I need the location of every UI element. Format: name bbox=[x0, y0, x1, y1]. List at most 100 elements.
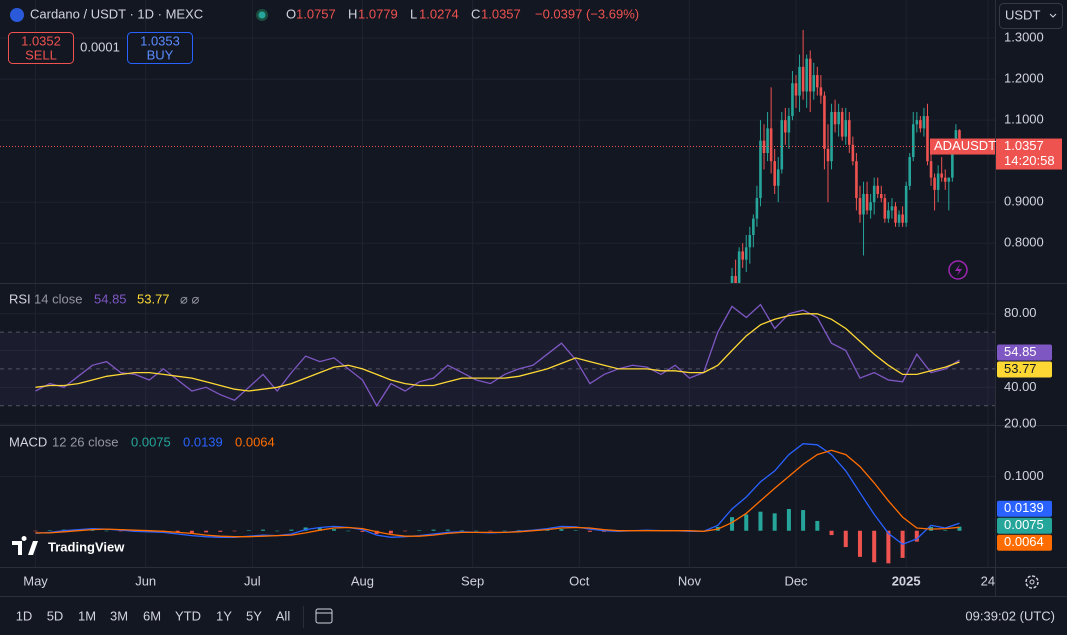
x-tick-label: Jun bbox=[135, 573, 156, 588]
rsi-title: RSI bbox=[9, 291, 31, 306]
histogram-bar bbox=[758, 511, 763, 531]
dropdown-caret bbox=[1049, 13, 1057, 18]
candle-body bbox=[872, 185, 876, 203]
histogram-bar bbox=[857, 530, 862, 557]
buy-button[interactable] bbox=[127, 32, 193, 64]
y-tick-label: 40.00 bbox=[1004, 379, 1037, 394]
candle-body bbox=[769, 128, 773, 162]
value-tag bbox=[997, 361, 1052, 378]
value-tag bbox=[997, 344, 1052, 361]
candle-body bbox=[759, 140, 762, 199]
candle-body bbox=[784, 120, 787, 133]
candle-body bbox=[848, 120, 851, 145]
logo-text: TradingView bbox=[48, 539, 125, 554]
candle-body bbox=[794, 83, 798, 96]
histogram-bar bbox=[232, 530, 237, 532]
y-tick-label: 1.1000 bbox=[1004, 112, 1044, 127]
x-tick-label: May bbox=[23, 573, 48, 588]
candle-body bbox=[730, 276, 734, 283]
range-button[interactable]: 3M bbox=[110, 608, 128, 623]
histogram-bar bbox=[317, 528, 322, 531]
histogram-bar bbox=[488, 530, 493, 532]
value-tag-label: 0.0139 bbox=[1004, 500, 1044, 515]
hide-toggle[interactable]: ⌀ ⌀ bbox=[180, 291, 199, 306]
histogram-bar bbox=[246, 530, 251, 531]
macd-histogram bbox=[33, 508, 962, 564]
candle-body bbox=[915, 120, 919, 125]
signal-value: 0.0064 bbox=[235, 434, 275, 449]
value-tag-label: 0.0064 bbox=[1004, 534, 1044, 549]
range-button[interactable]: 1D bbox=[16, 608, 33, 623]
range-button[interactable]: YTD bbox=[175, 608, 201, 623]
candle-body bbox=[734, 276, 737, 283]
candle-body bbox=[883, 198, 887, 219]
histogram-bar bbox=[431, 529, 436, 531]
open-value: 1.0757 bbox=[296, 6, 336, 21]
y-tick-label: 0.1000 bbox=[1004, 468, 1044, 483]
range-button[interactable]: 1M bbox=[78, 608, 96, 623]
candle-body bbox=[744, 247, 748, 260]
low-label: L bbox=[410, 6, 417, 21]
histogram-bar bbox=[730, 517, 735, 531]
candle-body bbox=[887, 210, 890, 219]
event-icon[interactable] bbox=[948, 260, 968, 280]
candle-body bbox=[951, 148, 954, 178]
candle-body bbox=[844, 120, 848, 137]
candle-body bbox=[776, 169, 780, 186]
candle-body bbox=[766, 128, 769, 153]
range-button[interactable]: 6M bbox=[143, 608, 161, 623]
logo-mark bbox=[12, 536, 38, 555]
candle-body bbox=[791, 83, 794, 117]
histogram-bar bbox=[175, 530, 180, 533]
histogram-bar bbox=[559, 529, 564, 531]
value-tag bbox=[997, 517, 1052, 534]
status-dot bbox=[258, 11, 266, 19]
range-button[interactable]: 5Y bbox=[246, 608, 262, 623]
sell-price: 1.0352 bbox=[21, 33, 61, 48]
candle-body bbox=[830, 111, 833, 162]
histogram-bar bbox=[289, 529, 294, 531]
candles bbox=[730, 29, 961, 283]
candle-body bbox=[904, 185, 908, 223]
range-button[interactable]: All bbox=[276, 608, 291, 623]
macd-value: 0.0139 bbox=[183, 434, 223, 449]
candle-body bbox=[943, 177, 947, 182]
currency-select[interactable] bbox=[999, 3, 1063, 29]
histogram-bar bbox=[104, 530, 109, 532]
histogram-bar bbox=[587, 530, 592, 532]
candle-body bbox=[823, 95, 826, 149]
histogram-bar bbox=[474, 530, 479, 532]
x-tick-label: Aug bbox=[351, 573, 374, 588]
histogram-bar bbox=[829, 530, 834, 536]
date-range-icon[interactable] bbox=[315, 608, 333, 624]
value-tag-label: 54.85 bbox=[1004, 344, 1037, 359]
candle-body bbox=[780, 120, 784, 170]
histogram-bar bbox=[33, 530, 38, 532]
histogram-bar bbox=[786, 508, 791, 531]
buy-price: 1.0353 bbox=[140, 33, 180, 48]
histogram-bar bbox=[218, 530, 223, 532]
sell-button[interactable] bbox=[8, 32, 74, 64]
candle-body bbox=[879, 193, 883, 199]
candle-body bbox=[741, 251, 744, 260]
candle-body bbox=[919, 120, 922, 129]
range-button[interactable]: 5D bbox=[47, 608, 64, 623]
candle-body bbox=[958, 130, 961, 147]
histogram-bar bbox=[516, 530, 521, 531]
settings-icon[interactable] bbox=[1025, 575, 1039, 589]
histogram-bar bbox=[275, 530, 280, 532]
close-value: 1.0357 bbox=[481, 6, 521, 21]
range-button[interactable]: 1Y bbox=[216, 608, 232, 623]
x-tick-label: Dec bbox=[784, 573, 808, 588]
candle-body bbox=[855, 161, 858, 199]
symbol-title[interactable]: Cardano / USDT · 1D · MEXC bbox=[30, 6, 203, 21]
candle-body bbox=[933, 177, 936, 190]
candle-body bbox=[936, 173, 940, 190]
histogram-bar bbox=[573, 530, 578, 531]
histogram-bar bbox=[502, 530, 507, 532]
open-label: O bbox=[286, 6, 296, 21]
y-tick-label: 80.00 bbox=[1004, 305, 1037, 320]
last-price-label: 1.0357 bbox=[1004, 138, 1044, 153]
sell-label: SELL bbox=[25, 47, 57, 62]
